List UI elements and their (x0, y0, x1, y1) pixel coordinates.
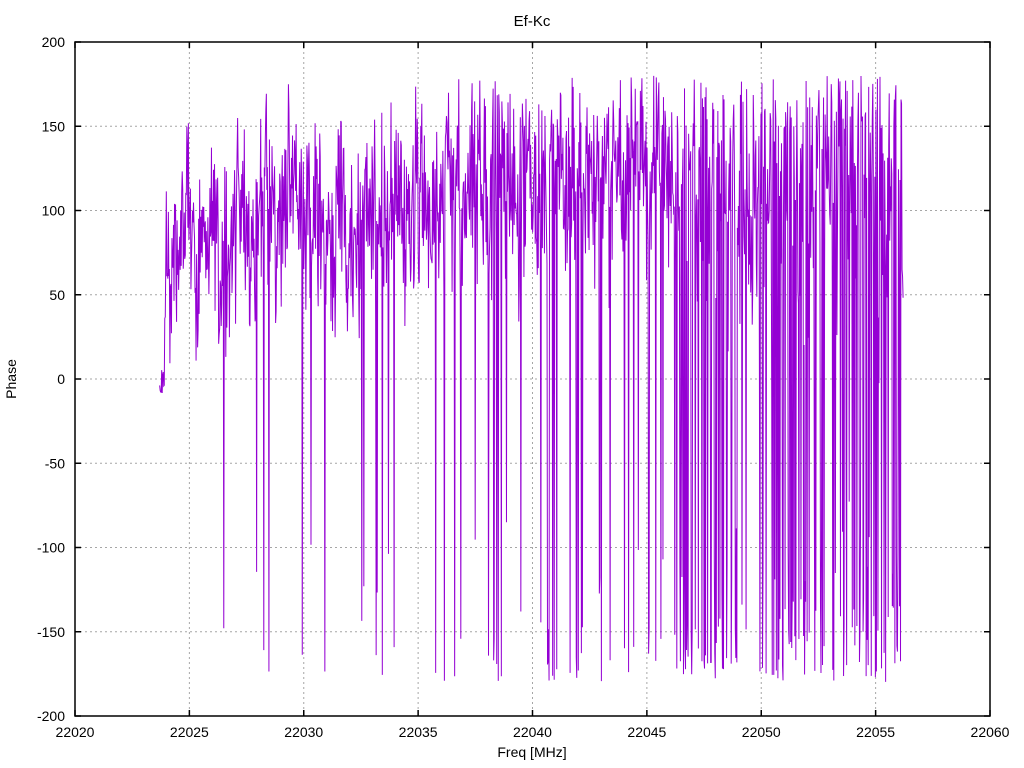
x-tick-label: 22025 (170, 724, 209, 740)
plot-border (74, 41, 991, 717)
plot-generated-layers: 22020 22025 22030 22035 22040 22045 22050 22055… (37, 34, 1010, 740)
x-tick-label: 22055 (856, 724, 895, 740)
chart-title: Ef-Kc (514, 13, 551, 30)
x-tick-label: 22045 (627, 724, 666, 740)
x-tick-label: 22060 (971, 724, 1010, 740)
y-axis-label: Phase (3, 359, 19, 399)
x-tick-label: 22050 (742, 724, 781, 740)
x-tick-label: 22030 (284, 724, 323, 740)
y-tick-label: -50 (45, 455, 65, 471)
y-tick-label: 50 (49, 287, 65, 303)
y-tick-label: 200 (42, 34, 66, 50)
x-tick-label: 22035 (399, 724, 438, 740)
y-tick-label: 150 (42, 118, 66, 134)
y-tick-label: 100 (42, 203, 66, 219)
y-tick-label: -150 (37, 624, 65, 640)
x-axis-label: Freq [MHz] (497, 744, 566, 760)
y-tick-label: -100 (37, 540, 65, 556)
x-tick-label: 22040 (513, 724, 552, 740)
tick-labels: 22020 22025 22030 22035 22040 22045 22050 22055… (37, 34, 1010, 740)
y-tick-label: -200 (37, 708, 65, 724)
phase-trace (159, 75, 904, 682)
x-tick-label: 22020 (56, 724, 95, 740)
y-tick-label: 0 (57, 371, 65, 387)
